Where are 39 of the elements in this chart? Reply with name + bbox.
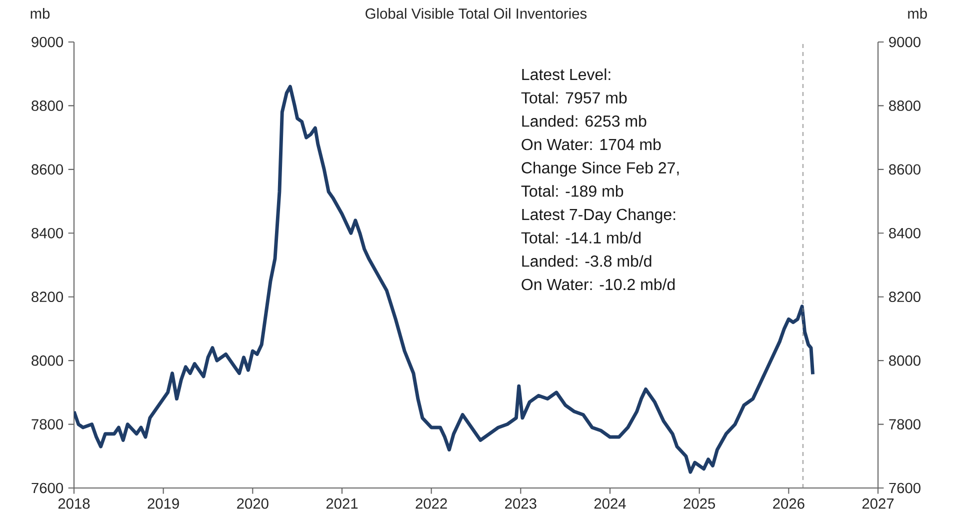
annotation: Landed: 6253 mb (522, 115, 646, 127)
x-tick-label: 2023 (505, 498, 536, 509)
x-tick-label: 2020 (237, 498, 268, 509)
y2-tick-label: 9000 (889, 36, 920, 48)
x-tick-label: 2019 (148, 498, 179, 509)
y2-tick-label: 8000 (889, 355, 920, 366)
annotation: Latest Level: (522, 68, 610, 80)
y-tick-label: 8400 (32, 228, 64, 238)
y-tick-label: 7600 (32, 482, 64, 494)
y2-tick-label: 8200 (889, 292, 920, 302)
annotation: Change Since Feb 27, (522, 162, 679, 177)
x-tick-label: 2025 (684, 498, 716, 509)
y2-axis-title: mb (908, 8, 927, 19)
annotation: Landed: -3.8 mb/d (522, 255, 652, 267)
y-tick-label: 9000 (32, 36, 64, 48)
x-tick-label: 2021 (326, 498, 358, 509)
y2-tick-label: 7600 (889, 482, 920, 494)
y2-tick-label: 8600 (889, 164, 920, 175)
annotation: Total: -14.1 mb/d (521, 232, 641, 244)
x-tick-label: 2026 (773, 498, 804, 509)
y2-tick-label: 7800 (889, 419, 920, 430)
x-tick-label: 2018 (58, 498, 90, 509)
y-tick-label: 8200 (32, 292, 64, 302)
x-tick-label: 2024 (594, 498, 626, 509)
y-tick-label: 7800 (32, 419, 64, 430)
y-tick-label: 8800 (32, 100, 64, 111)
x-tick-label: 2027 (862, 498, 894, 509)
y2-tick-label: 8800 (889, 100, 920, 111)
annotation: On Water: -10.2 mb/d (522, 278, 675, 290)
annotation: Latest 7-Day Change: (522, 208, 676, 224)
annotation: Total: -189 mb (521, 185, 624, 197)
chart-title: Global Visible Total Oil Inventories (366, 8, 587, 19)
y2-tick-label: 8400 (889, 228, 920, 238)
x-tick-label: 2022 (416, 498, 447, 509)
annotation: Total: 7957 mb (521, 92, 627, 104)
y-axis-title: mb (30, 8, 50, 19)
y-tick-label: 8000 (32, 355, 64, 366)
y-tick-label: 8600 (32, 164, 64, 175)
annotation: On Water: 1704 mb (522, 138, 661, 150)
